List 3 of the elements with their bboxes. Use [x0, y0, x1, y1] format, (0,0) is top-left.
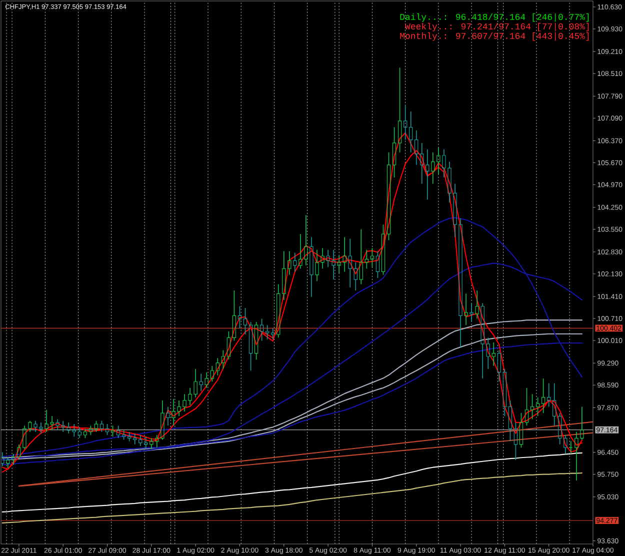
annotation: Daily...: 96.418/97.164 [246|0.77%]: [400, 13, 589, 22]
annotation: Weekly..: 97.241/97.164 [77|0.08%]: [405, 22, 589, 32]
annotation: Monthly.: 97.607/97.164 [443|0.45%]: [400, 32, 589, 41]
